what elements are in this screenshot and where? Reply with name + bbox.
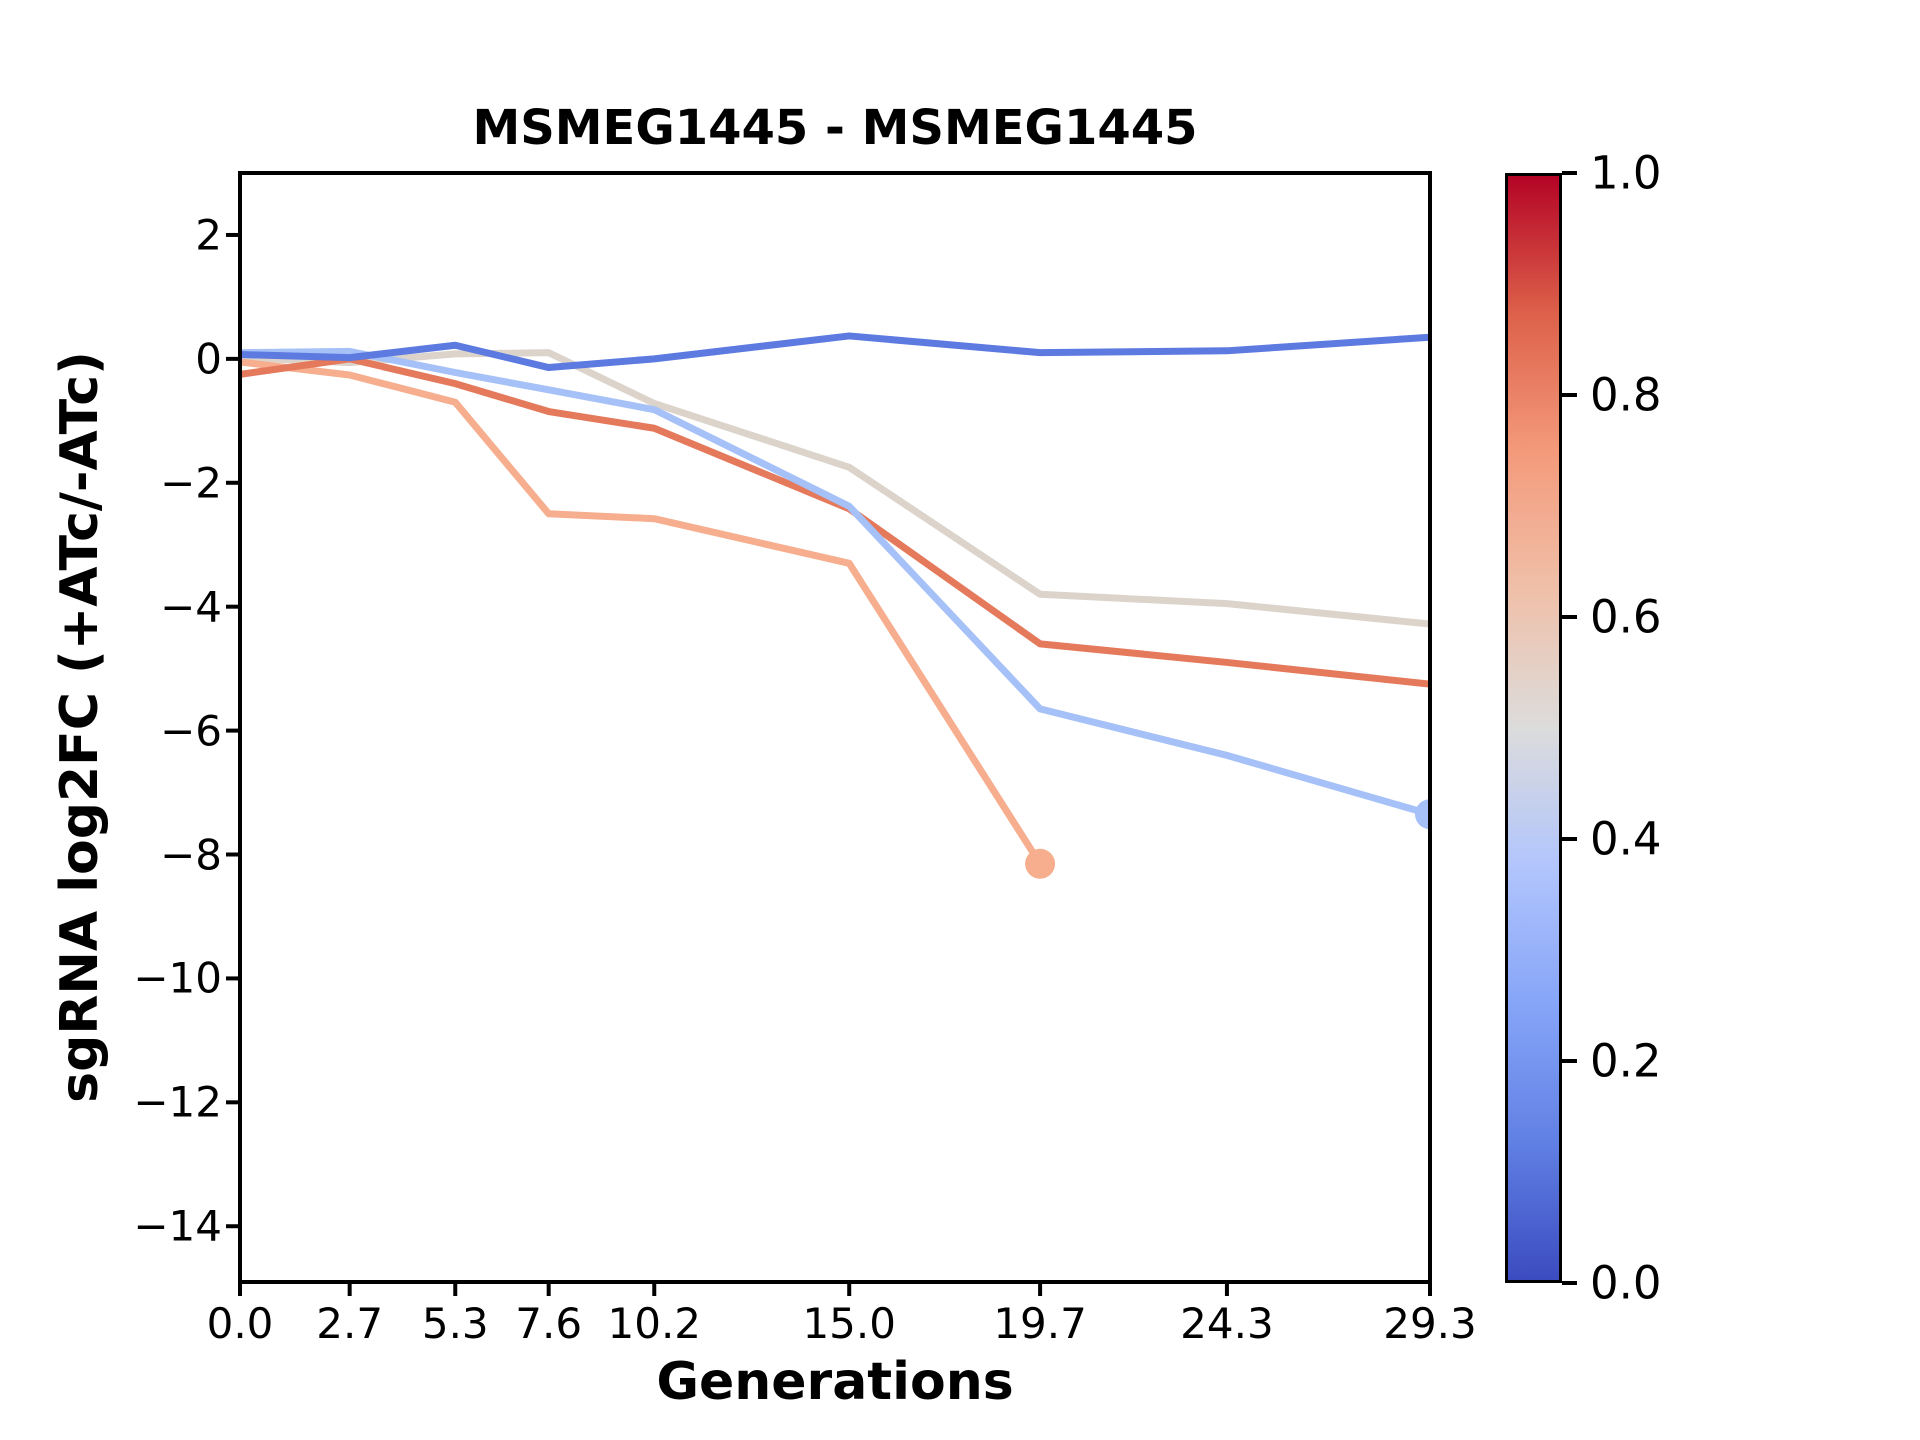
chart-title: MSMEG1445 - MSMEG1445 — [472, 100, 1198, 156]
series-line-4 — [240, 332, 1430, 372]
y-tick-label: −12 — [133, 1077, 222, 1127]
colorbar-tick-label: 0.2 — [1590, 1034, 1662, 1088]
y-tick-label: −8 — [160, 830, 222, 879]
colorbar-tick-label: 0.4 — [1590, 812, 1662, 866]
axis-ticks — [226, 232, 1432, 1296]
axes-spines — [238, 171, 1432, 1284]
colorbar-tick-mark — [1562, 393, 1577, 397]
colorbar-tick-label: 0.0 — [1590, 1256, 1662, 1310]
colorbar-tick-label: 1.0 — [1590, 146, 1662, 200]
y-tick-label: −14 — [133, 1201, 222, 1251]
x-tick-label: 15.0 — [802, 1299, 896, 1348]
colorbar-tick-label: 0.6 — [1590, 590, 1662, 644]
x-tick-label: 10.2 — [607, 1299, 702, 1348]
series-line-2 — [240, 355, 1430, 688]
series-group — [240, 332, 1430, 879]
colorbar-tick-label: 0.8 — [1590, 368, 1662, 422]
x-tick-label: 5.3 — [421, 1299, 489, 1348]
y-tick-label: −6 — [160, 706, 222, 756]
colorbar-tick-mark — [1562, 1281, 1577, 1285]
colorbar-tick-mark — [1562, 171, 1577, 175]
y-tick-label: 2 — [195, 210, 222, 260]
x-axis-label: Generations — [656, 1352, 1014, 1412]
x-tick-label: 2.7 — [316, 1299, 384, 1348]
y-tick-label: 0 — [195, 334, 222, 384]
x-tick-label: 0.0 — [206, 1299, 274, 1348]
x-tick-label: 7.6 — [515, 1299, 583, 1348]
x-tick-label: 29.3 — [1383, 1299, 1477, 1348]
series-end-dot-3 — [1415, 799, 1430, 830]
series-line-1 — [240, 358, 1044, 866]
y-tick-label: −4 — [160, 582, 222, 632]
x-tick-label: 24.3 — [1180, 1299, 1274, 1348]
colorbar-tick-mark — [1562, 615, 1577, 619]
x-tick-label: 19.7 — [993, 1299, 1087, 1348]
colorbar-tick-mark — [1562, 837, 1577, 841]
colorbar-tick-mark — [1562, 1059, 1577, 1063]
colorbar — [1505, 173, 1562, 1283]
y-tick-label: −10 — [133, 953, 222, 1003]
series-end-dot-1 — [1025, 848, 1056, 879]
y-tick-label: −2 — [160, 458, 222, 508]
series-line-3 — [240, 347, 1430, 818]
